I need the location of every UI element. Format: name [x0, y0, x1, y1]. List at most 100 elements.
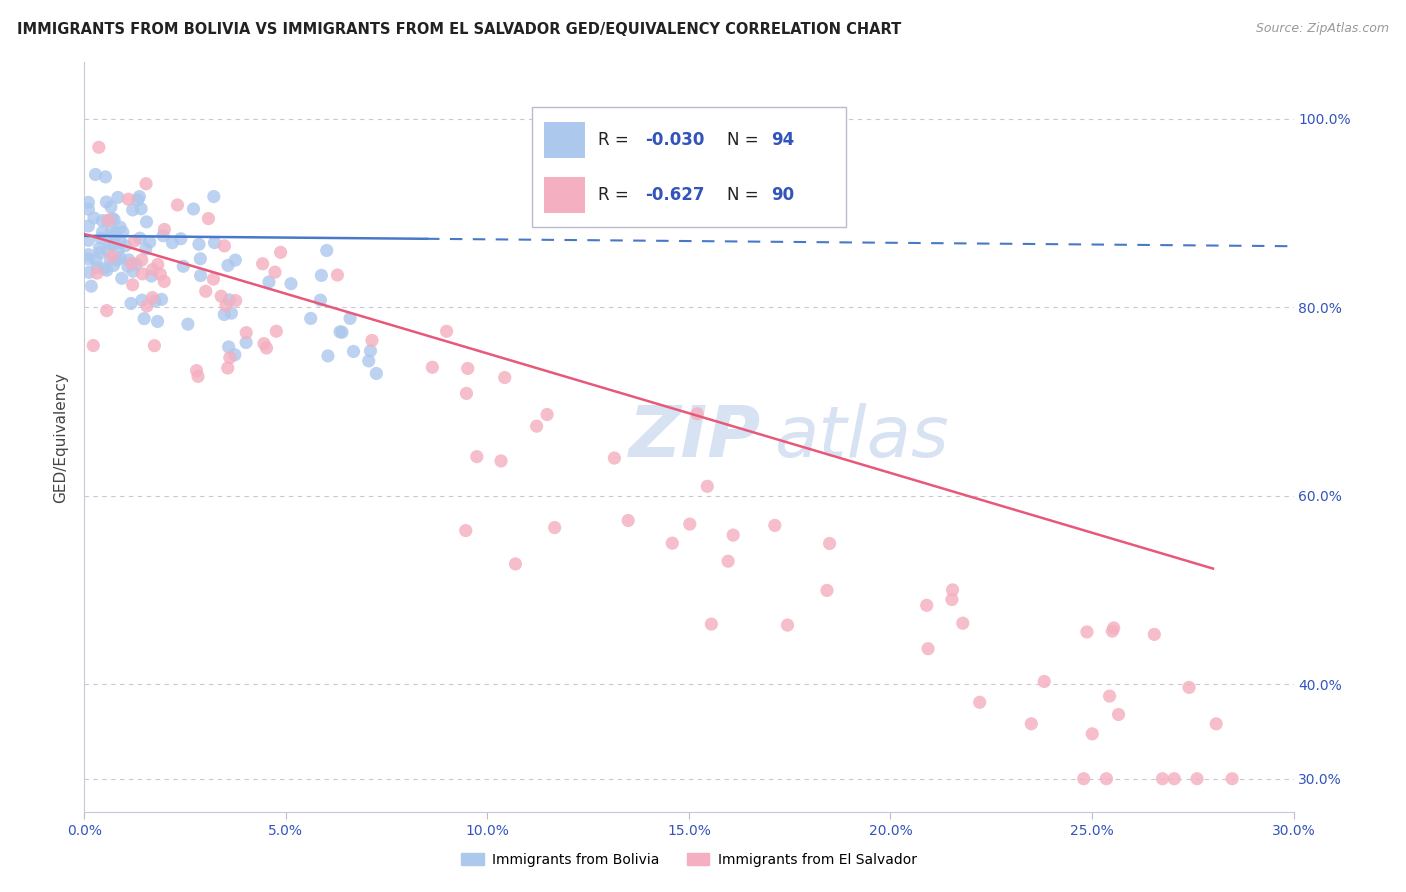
Point	[342, 344, 364, 359]
Point	[717, 554, 740, 568]
Point	[77, 252, 100, 266]
Point	[124, 234, 146, 248]
Point	[149, 267, 172, 281]
Point	[77, 195, 100, 210]
Point	[494, 370, 516, 384]
Point	[131, 293, 153, 308]
Point	[330, 325, 353, 339]
Point	[218, 351, 240, 365]
Point	[1081, 727, 1104, 741]
Point	[360, 343, 382, 358]
Point	[526, 419, 548, 434]
Point	[77, 219, 100, 233]
Point	[457, 361, 479, 376]
Point	[84, 253, 107, 268]
Point	[122, 264, 145, 278]
Point	[135, 177, 157, 191]
Point	[129, 202, 152, 216]
Point	[186, 363, 208, 377]
Point	[114, 238, 136, 252]
Point	[366, 367, 388, 381]
Point	[776, 618, 799, 632]
Point	[202, 272, 225, 286]
Point	[129, 231, 152, 245]
Point	[315, 244, 337, 258]
Point	[93, 261, 115, 276]
Point	[941, 592, 963, 607]
Point	[128, 189, 150, 203]
Point	[264, 265, 287, 279]
Point	[214, 308, 236, 322]
Point	[107, 244, 129, 258]
Point	[465, 450, 488, 464]
Point	[1073, 772, 1095, 786]
Point	[818, 536, 841, 550]
Point	[224, 348, 246, 362]
Point	[77, 247, 100, 261]
Point	[218, 293, 240, 307]
Point	[454, 524, 477, 538]
Point	[1102, 621, 1125, 635]
Point	[721, 528, 744, 542]
Point	[544, 520, 567, 534]
Point	[225, 293, 247, 308]
Point	[96, 213, 118, 227]
Point	[1143, 627, 1166, 641]
Point	[83, 211, 105, 225]
Point	[146, 257, 169, 271]
Point	[357, 354, 380, 368]
Point	[127, 193, 149, 207]
Point	[86, 266, 108, 280]
Point	[1163, 772, 1185, 786]
Point	[235, 335, 257, 350]
Point	[436, 324, 458, 338]
Point	[204, 235, 226, 250]
Point	[90, 231, 112, 245]
Point	[1076, 624, 1098, 639]
Point	[120, 296, 142, 310]
Point	[270, 245, 292, 260]
Point	[917, 641, 939, 656]
Point	[82, 338, 104, 352]
Point	[97, 213, 120, 227]
Point	[89, 241, 111, 255]
Point	[815, 583, 838, 598]
Point	[224, 253, 246, 268]
Point	[118, 252, 141, 267]
Point	[101, 249, 124, 263]
Point	[153, 275, 176, 289]
Point	[98, 252, 121, 267]
Point	[111, 225, 134, 239]
Point	[100, 200, 122, 214]
Point	[1033, 674, 1056, 689]
Point	[86, 260, 108, 275]
Point	[252, 257, 274, 271]
Point	[202, 189, 225, 203]
Text: atlas: atlas	[773, 402, 948, 472]
Point	[108, 251, 131, 265]
Point	[339, 311, 361, 326]
Point	[177, 317, 200, 331]
Point	[110, 235, 132, 249]
Point	[111, 271, 134, 285]
Point	[142, 262, 165, 277]
Point	[329, 325, 352, 339]
Point	[299, 311, 322, 326]
Point	[135, 242, 157, 256]
Point	[103, 237, 125, 252]
Point	[218, 340, 240, 354]
Point	[253, 336, 276, 351]
Point	[143, 294, 166, 309]
Point	[361, 334, 384, 348]
Point	[280, 277, 302, 291]
Point	[107, 190, 129, 204]
Point	[117, 260, 139, 274]
Point	[187, 237, 209, 252]
Point	[108, 220, 131, 235]
Point	[763, 518, 786, 533]
Point	[141, 291, 163, 305]
Point	[105, 252, 128, 267]
Point	[326, 268, 349, 282]
Point	[194, 285, 217, 299]
Text: IMMIGRANTS FROM BOLIVIA VS IMMIGRANTS FROM EL SALVADOR GED/EQUIVALENCY CORRELATI: IMMIGRANTS FROM BOLIVIA VS IMMIGRANTS FR…	[17, 22, 901, 37]
